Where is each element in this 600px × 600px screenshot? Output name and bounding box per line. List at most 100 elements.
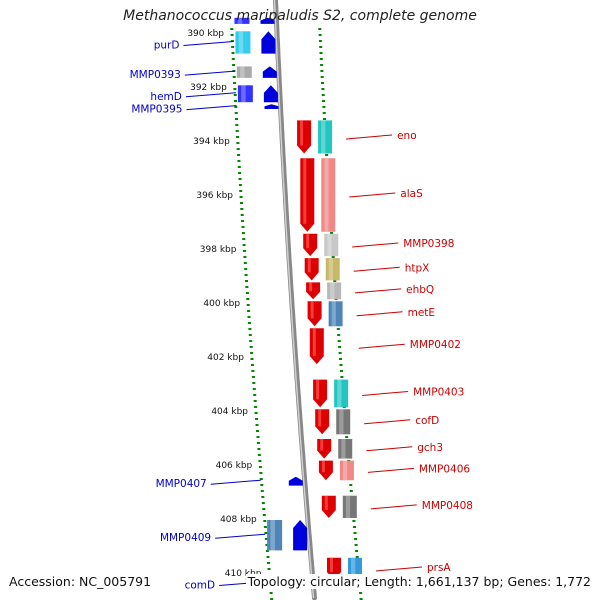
tick-label: 390 kbp [187,29,224,39]
gene-label-reverse[interactable]: MMP0393 [130,69,181,81]
gene-leader-line [358,343,405,349]
gene-category-bar[interactable] [234,17,250,24]
gene-category-bar-shade [270,520,275,551]
gene-category-bar[interactable] [327,282,342,300]
gene-arrow-forward[interactable] [321,495,336,518]
tick-label: 404 kbp [211,407,248,417]
backbone-highlight [273,0,315,599]
gene-leader-line [370,504,417,510]
gene-category-bar-shade [321,120,326,154]
gene-leader-line [355,288,402,294]
gene-label-forward[interactable]: eno [397,130,417,142]
gene-arrow-forward[interactable] [306,282,321,300]
gene-category-bar[interactable] [321,158,336,232]
gene-label-forward[interactable]: MMP0398 [403,238,454,250]
gene-category-bar-shade [324,158,329,232]
genome-summary-text: Topology: circular; Length: 1,661,137 bp… [245,574,591,589]
gene-leader-line [375,566,423,572]
map-title: Methanococcus maripaludis S2, complete g… [123,8,477,24]
gene-arrow-reverse[interactable] [260,17,275,24]
gene-arrow-shade [329,557,333,573]
gene-category-bar[interactable] [324,233,339,257]
tick-label: 406 kbp [216,461,253,471]
gene-arrow-reverse[interactable] [262,66,277,78]
gene-arrow-reverse[interactable] [261,31,276,54]
tick-label: 400 kbp [203,299,240,309]
tick-label: 392 kbp [190,83,227,93]
gene-label-reverse[interactable]: MMP0395 [131,104,182,116]
gene-label-forward[interactable]: prsA [427,562,451,574]
gene-category-bar[interactable] [235,31,251,54]
tick-label: 396 kbp [196,191,233,201]
gene-category-bar-shade [241,85,246,103]
gene-category-bar[interactable] [336,409,351,435]
gene-arrow-forward[interactable] [317,439,332,459]
gene-category-bar[interactable] [328,301,343,327]
gene-arrow-reverse[interactable] [264,104,279,109]
gene-category-bar-shade [238,31,244,54]
gene-label-forward[interactable]: gch3 [417,442,443,454]
gene-category-bar-shade [351,557,356,581]
gene-label-reverse[interactable]: comD [185,579,216,591]
gene-leader-line [366,446,413,452]
gene-arrow-shade [310,301,314,319]
tick-label: 408 kbp [220,515,257,525]
gene-arrow-forward[interactable] [315,409,330,435]
backbone-line [272,0,317,600]
gene-arrow-forward[interactable] [304,258,319,281]
gene-arrow-forward[interactable] [297,120,312,154]
gene-arrow-shade [300,120,304,146]
gene-leader-line [349,192,396,198]
gene-leader-line [210,479,261,485]
gene-arrow-shade [303,158,307,224]
gene-arrow-forward[interactable] [309,328,324,365]
gene-arrow-shade [324,495,328,510]
gene-arrow-shade [306,233,310,249]
gene-label-reverse[interactable]: MMP0409 [160,532,211,544]
gene-label-reverse[interactable]: hemD [150,91,181,103]
gene-arrow-forward[interactable] [307,301,322,327]
gene-arrow-shade [309,282,313,292]
gene-arrow-forward[interactable] [300,158,315,232]
gene-label-reverse[interactable]: MMP0407 [156,478,207,490]
gene-category-bar[interactable] [342,495,357,518]
gene-category-bar[interactable] [339,460,354,481]
gene-label-forward[interactable]: MMP0402 [410,339,461,351]
gene-category-bar[interactable] [267,520,283,551]
outer-dotted-ring [230,28,274,600]
gene-category-bar-shade [330,282,335,300]
gene-category-bar-shade [240,66,245,78]
gene-arrow-forward[interactable] [318,460,333,481]
gene-arrow-shade [320,439,324,451]
gene-label-forward[interactable]: cofD [415,415,439,427]
gene-category-bar[interactable] [318,120,333,154]
gene-label-forward[interactable]: alaS [400,188,423,200]
gene-category-bar[interactable] [325,258,340,281]
gene-leader-line [186,105,237,111]
gene-label-reverse[interactable]: purD [154,39,180,51]
gene-category-bar-shade [339,409,344,435]
gene-leader-line [185,92,236,98]
gene-category-bar-shade [345,495,351,518]
gene-arrow-forward[interactable] [313,379,328,408]
gene-label-forward[interactable]: ehbQ [406,284,434,296]
gene-category-bar[interactable] [236,66,252,78]
gene-label-forward[interactable]: MMP0403 [413,386,464,398]
gene-category-bar[interactable] [237,85,253,103]
gene-category-bar[interactable] [334,379,349,408]
gene-leader-line [367,467,414,473]
gene-arrow-reverse[interactable] [293,520,308,551]
gene-label-forward[interactable]: metE [408,307,435,319]
gene-arrow-shade [318,409,322,427]
gene-arrow-reverse[interactable] [288,476,303,486]
gene-category-bar-shade [331,301,336,327]
gene-arrow-forward[interactable] [303,233,318,257]
tick-label: 410 kbp [225,569,262,579]
gene-label-forward[interactable]: htpX [405,262,430,274]
gene-category-bar[interactable] [338,439,353,459]
gene-arrow-reverse[interactable] [263,85,278,103]
gene-label-forward[interactable]: MMP0408 [422,500,473,512]
gene-label-forward[interactable]: MMP0406 [419,463,470,475]
